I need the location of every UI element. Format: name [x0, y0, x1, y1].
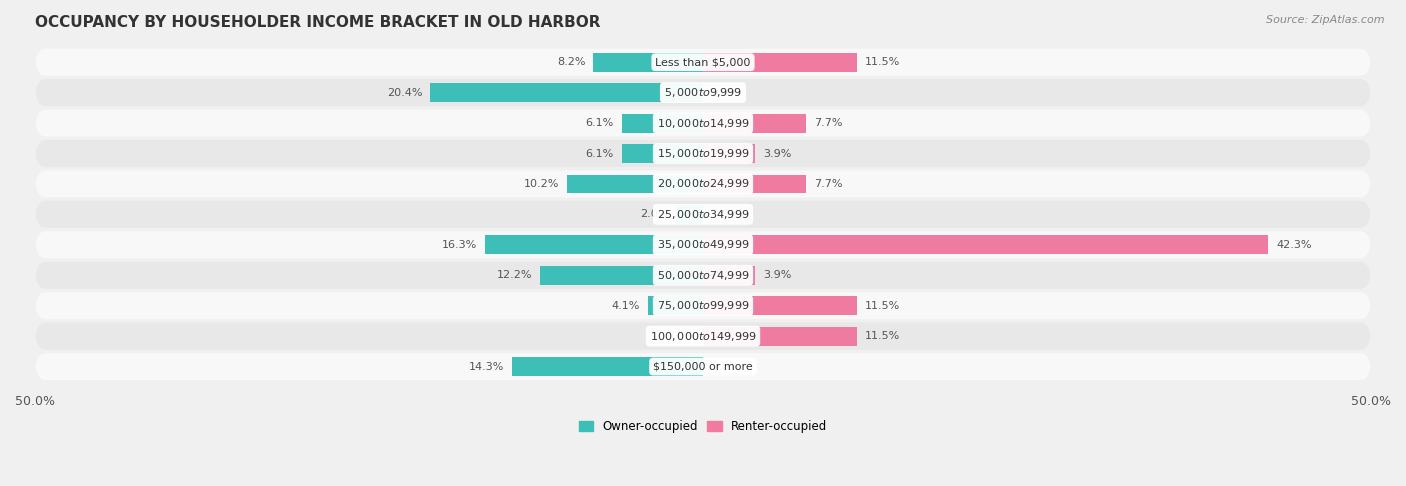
Text: 12.2%: 12.2%: [496, 270, 531, 280]
Text: $75,000 to $99,999: $75,000 to $99,999: [657, 299, 749, 312]
Bar: [703, 296, 856, 315]
Text: 0.0%: 0.0%: [666, 331, 695, 341]
Bar: [648, 296, 703, 315]
Legend: Owner-occupied, Renter-occupied: Owner-occupied, Renter-occupied: [574, 415, 832, 437]
Text: 7.7%: 7.7%: [814, 118, 842, 128]
Bar: [621, 144, 703, 163]
FancyBboxPatch shape: [35, 353, 1371, 380]
Bar: [540, 266, 703, 285]
Bar: [512, 357, 703, 376]
Text: $100,000 to $149,999: $100,000 to $149,999: [650, 330, 756, 343]
Text: 4.1%: 4.1%: [612, 301, 640, 311]
Text: 10.2%: 10.2%: [523, 179, 558, 189]
Text: 6.1%: 6.1%: [585, 118, 613, 128]
Text: 14.3%: 14.3%: [468, 362, 503, 372]
Text: 0.0%: 0.0%: [711, 209, 740, 219]
Text: 8.2%: 8.2%: [557, 57, 585, 67]
Text: $150,000 or more: $150,000 or more: [654, 362, 752, 372]
FancyBboxPatch shape: [35, 292, 1371, 319]
Text: 2.0%: 2.0%: [640, 209, 668, 219]
Text: $5,000 to $9,999: $5,000 to $9,999: [664, 86, 742, 99]
FancyBboxPatch shape: [35, 261, 1371, 289]
Bar: [430, 83, 703, 102]
Text: $10,000 to $14,999: $10,000 to $14,999: [657, 117, 749, 130]
Text: $15,000 to $19,999: $15,000 to $19,999: [657, 147, 749, 160]
Text: 7.7%: 7.7%: [814, 179, 842, 189]
Text: $35,000 to $49,999: $35,000 to $49,999: [657, 238, 749, 251]
FancyBboxPatch shape: [35, 49, 1371, 76]
Text: 3.9%: 3.9%: [763, 149, 792, 158]
Text: 16.3%: 16.3%: [441, 240, 477, 250]
FancyBboxPatch shape: [35, 109, 1371, 137]
Bar: [567, 174, 703, 193]
Text: $25,000 to $34,999: $25,000 to $34,999: [657, 208, 749, 221]
Bar: [703, 174, 806, 193]
Bar: [621, 114, 703, 133]
Bar: [703, 114, 806, 133]
Text: 11.5%: 11.5%: [865, 331, 900, 341]
Bar: [703, 53, 856, 71]
Text: 42.3%: 42.3%: [1277, 240, 1312, 250]
Bar: [703, 327, 856, 346]
Text: 11.5%: 11.5%: [865, 301, 900, 311]
Text: 11.5%: 11.5%: [865, 57, 900, 67]
FancyBboxPatch shape: [35, 171, 1371, 197]
Bar: [593, 53, 703, 71]
Text: 20.4%: 20.4%: [387, 87, 422, 98]
Text: $50,000 to $74,999: $50,000 to $74,999: [657, 269, 749, 282]
FancyBboxPatch shape: [35, 201, 1371, 228]
FancyBboxPatch shape: [35, 140, 1371, 167]
Text: 0.0%: 0.0%: [711, 87, 740, 98]
Text: 0.0%: 0.0%: [711, 362, 740, 372]
Text: 6.1%: 6.1%: [585, 149, 613, 158]
Text: OCCUPANCY BY HOUSEHOLDER INCOME BRACKET IN OLD HARBOR: OCCUPANCY BY HOUSEHOLDER INCOME BRACKET …: [35, 15, 600, 30]
Bar: [485, 235, 703, 254]
Text: 3.9%: 3.9%: [763, 270, 792, 280]
FancyBboxPatch shape: [35, 231, 1371, 259]
Text: Source: ZipAtlas.com: Source: ZipAtlas.com: [1267, 15, 1385, 25]
Bar: [703, 266, 755, 285]
Bar: [703, 144, 755, 163]
Text: $20,000 to $24,999: $20,000 to $24,999: [657, 177, 749, 191]
Bar: [676, 205, 703, 224]
FancyBboxPatch shape: [35, 79, 1371, 106]
Text: Less than $5,000: Less than $5,000: [655, 57, 751, 67]
Bar: [703, 235, 1268, 254]
FancyBboxPatch shape: [35, 323, 1371, 349]
